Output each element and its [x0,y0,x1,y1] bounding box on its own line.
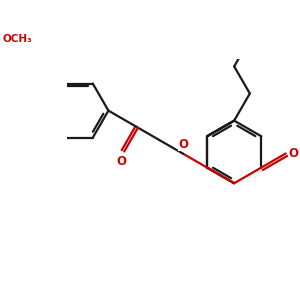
Text: O: O [117,154,127,168]
Text: O: O [178,138,188,151]
Text: OCH₃: OCH₃ [3,34,32,44]
Text: O: O [289,147,299,160]
